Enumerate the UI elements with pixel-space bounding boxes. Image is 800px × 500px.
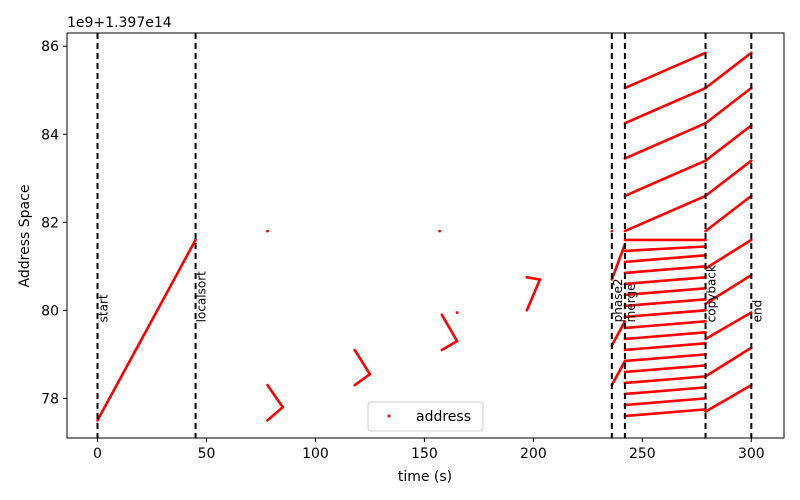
data-point — [455, 311, 459, 314]
data-point — [610, 229, 614, 233]
y-axis: 78 80 82 84 86 — [41, 39, 67, 407]
data-point — [438, 229, 442, 233]
x-tick-label: 300 — [738, 446, 765, 462]
data-stroke — [610, 320, 627, 347]
data-stroke — [525, 278, 542, 312]
data-stroke — [623, 375, 707, 385]
data-stroke — [623, 309, 707, 319]
data-stroke — [704, 194, 753, 233]
marker-label-copyback: copyback — [705, 265, 719, 322]
data-stroke — [525, 276, 542, 281]
data-stroke — [623, 159, 707, 198]
y-offset-label: 1e9+1.397e14 — [67, 15, 172, 31]
x-axis-label: time (s) — [398, 469, 452, 485]
marker-label-end: end — [750, 300, 764, 323]
y-tick-label: 80 — [41, 303, 59, 319]
y-tick-label: 82 — [41, 215, 59, 231]
data-stroke — [353, 348, 372, 376]
data-stroke — [440, 339, 459, 352]
plot-frame — [66, 32, 785, 439]
marker-label-localsort: localsort — [195, 271, 209, 322]
data-stroke — [704, 311, 753, 341]
data-stroke — [623, 121, 707, 160]
data-stroke — [623, 331, 707, 341]
y-tick-label: 78 — [41, 391, 59, 407]
legend-box — [367, 401, 484, 432]
data-point — [266, 229, 269, 233]
x-tick-label: 150 — [411, 446, 438, 462]
data-stroke — [623, 408, 707, 418]
data-stroke — [623, 364, 707, 374]
data-stroke — [353, 372, 372, 387]
data-stroke — [623, 51, 707, 90]
data-stroke — [623, 397, 707, 407]
x-tick-label: 50 — [198, 446, 216, 462]
legend: address — [367, 401, 484, 432]
y-axis-label: Address Space — [17, 185, 33, 288]
x-tick-label: 0 — [93, 446, 102, 462]
data-stroke — [623, 320, 707, 330]
x-tick-label: 200 — [520, 446, 547, 462]
data-stroke — [266, 383, 285, 409]
data-layer — [96, 51, 753, 422]
data-stroke — [704, 124, 753, 162]
data-stroke — [623, 194, 707, 233]
data-stroke — [623, 276, 707, 286]
data-stroke — [266, 405, 285, 422]
data-stroke — [704, 159, 753, 198]
data-stroke — [704, 238, 753, 270]
x-tick-label: 100 — [302, 446, 329, 462]
x-tick-label: 250 — [629, 446, 656, 462]
y-tick-label: 84 — [41, 127, 59, 143]
x-axis: 0 50 100 150 200 250 300 — [93, 438, 765, 462]
data-stroke — [704, 86, 753, 125]
y-tick-label: 86 — [41, 39, 59, 55]
legend-marker — [387, 414, 391, 418]
data-stroke — [623, 86, 707, 125]
marker-label-phase2: phase2 — [611, 278, 625, 322]
marker-label-merge: merge — [624, 284, 638, 323]
data-stroke — [623, 287, 707, 297]
data-stroke — [440, 313, 459, 343]
data-stroke — [623, 265, 707, 275]
data-stroke — [623, 353, 707, 363]
plot-area — [67, 33, 784, 438]
data-stroke — [623, 342, 707, 352]
data-stroke — [704, 383, 753, 413]
data-stroke — [704, 273, 753, 306]
data-stroke — [610, 243, 627, 281]
data-stroke — [623, 298, 707, 308]
data-stroke — [704, 346, 753, 378]
data-stroke — [704, 51, 753, 90]
data-stroke — [623, 386, 707, 396]
data-stroke — [96, 238, 197, 422]
legend-label: address — [416, 409, 471, 425]
marker-label-start: start — [97, 294, 111, 322]
data-stroke — [623, 254, 707, 264]
data-stroke — [623, 245, 707, 253]
marker-lines: start localsort phase2 merge copyback end — [96, 33, 764, 438]
data-stroke — [610, 359, 627, 387]
